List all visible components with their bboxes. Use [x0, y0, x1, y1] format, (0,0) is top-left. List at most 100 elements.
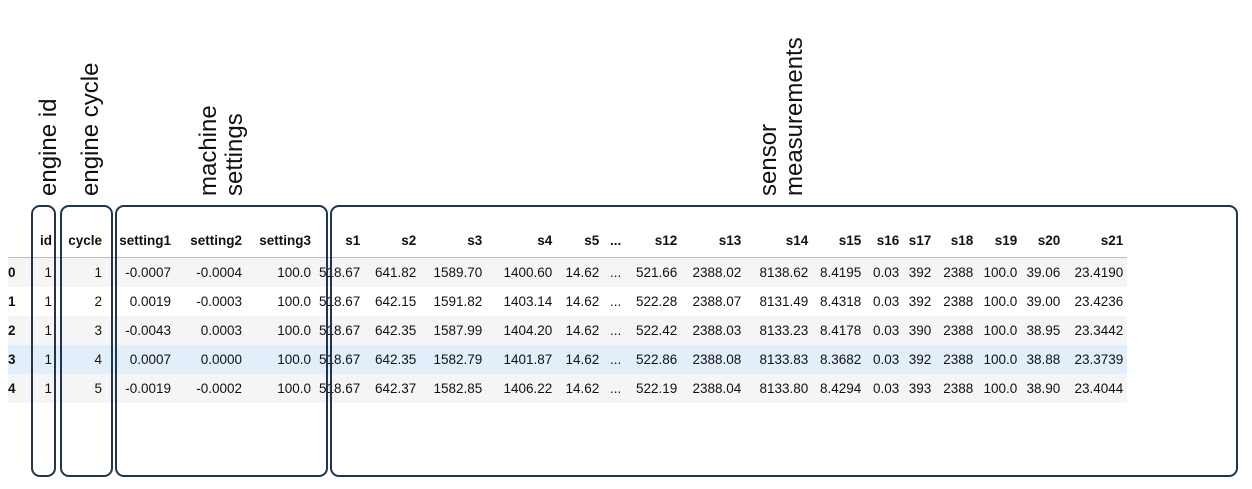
table-cell: 100.0 [277, 381, 311, 396]
table-cell: 100.0 [983, 294, 1018, 309]
table-cell: ... [610, 265, 622, 280]
spacer-cell [8, 403, 30, 427]
table-cell: ... [610, 294, 622, 309]
table-cell: 1400.60 [503, 265, 553, 280]
table-cell: 2388.02 [692, 265, 742, 280]
table-bottom-spacer [8, 403, 1128, 427]
table-cell: 1587.99 [433, 323, 483, 338]
table-row: 1 1 2 0.0019 -0.0003 100.0 518.67 642.15 1591.82… [8, 287, 1127, 316]
table-cell: 2388.07 [692, 294, 742, 309]
column-header: s19 [977, 223, 1022, 258]
table-cell: 38.90 [1026, 381, 1061, 396]
table-cell: 8133.83 [759, 352, 809, 367]
table-cell: 100.0 [277, 265, 311, 280]
table-cell: 5 [94, 381, 102, 396]
table-cell: -0.0019 [125, 381, 171, 396]
row-index-cell: 4 [8, 381, 16, 396]
column-header: setting3 [246, 223, 315, 258]
table-cell: 2388 [943, 352, 974, 367]
table-cell: 2388.04 [692, 381, 742, 396]
column-header: s18 [935, 223, 978, 258]
sensor-measurements-label-line2: measurements [781, 37, 808, 196]
table-cell: 100.0 [983, 265, 1018, 280]
column-header: s5 [556, 223, 604, 258]
table-cell: 14.62 [565, 294, 600, 309]
table-cell: 23.4044 [1074, 381, 1124, 396]
table-cell: 518.67 [319, 294, 361, 309]
table-cell: 1 [44, 352, 52, 367]
column-header: ... [603, 223, 626, 258]
table-cell: 518.67 [319, 352, 361, 367]
table-cell: 518.67 [319, 381, 361, 396]
table-cell: 2388 [943, 323, 974, 338]
row-index-cell: 2 [8, 323, 16, 338]
column-header: setting2 [175, 223, 246, 258]
machine-settings-label: machine settings [195, 105, 248, 196]
table-cell: 518.67 [319, 265, 361, 280]
table-cell: 8133.23 [759, 323, 809, 338]
engine-cycle-label-line: engine cycle [77, 62, 104, 196]
table-cell: 1 [94, 265, 102, 280]
table-cell: 1 [44, 323, 52, 338]
table-header-row: id cycle setting1 setting2 setting3 s1 s2 s3 s4 s… [8, 223, 1128, 258]
machine-settings-label-line1: machine [195, 105, 222, 196]
row-index-cell: 3 [8, 352, 16, 367]
table-cell: 8.3682 [820, 352, 862, 367]
row-index-cell: 0 [8, 265, 16, 280]
engine-id-label-line: engine id [35, 98, 62, 196]
column-header: s1 [315, 223, 365, 258]
table-cell: 1 [44, 381, 52, 396]
table-cell: 100.0 [983, 381, 1018, 396]
table-row: 2 1 3 -0.0043 0.0003 100.0 518.67 642.35 1587.99… [8, 316, 1128, 345]
column-header: s3 [420, 223, 487, 258]
table-cell: 100.0 [277, 323, 311, 338]
table-cell: -0.0003 [196, 294, 242, 309]
table-cell: 100.0 [277, 294, 311, 309]
sensor-measurements-label-line1: sensor [755, 123, 782, 196]
row-index-cell: 1 [8, 294, 16, 309]
column-header: s4 [486, 223, 557, 258]
column-header: s12 [625, 223, 682, 258]
table-cell: 23.3739 [1074, 352, 1124, 367]
table-cell: 392 [908, 265, 932, 280]
table-cell: 390 [908, 323, 932, 338]
column-header: setting1 [106, 223, 175, 258]
table-cell: 100.0 [983, 323, 1018, 338]
table-cell: 393 [908, 381, 932, 396]
table-cell: 522.19 [636, 381, 678, 396]
sensor-measurements-box [330, 205, 1238, 477]
index-header-cell [8, 223, 30, 258]
engine-cycle-box [60, 205, 113, 477]
column-header: s14 [745, 223, 813, 258]
sensor-measurements-label: sensor measurements [755, 37, 808, 196]
table-cell: 14.62 [565, 352, 600, 367]
engine-id-label: engine id [35, 98, 62, 196]
column-header: s20 [1021, 223, 1065, 258]
table-cell: 1 [44, 265, 52, 280]
table-cell: 642.35 [375, 323, 417, 338]
dataframe-table: id cycle setting1 setting2 setting3 s1 s2 s3 s4 s… [8, 223, 1128, 427]
table-cell: 0.0007 [129, 352, 171, 367]
column-header: s15 [812, 223, 866, 258]
table-cell: -0.0002 [196, 381, 242, 396]
table-cell: 1582.85 [433, 381, 483, 396]
table-cell: -0.0004 [196, 265, 242, 280]
column-header: s16 [865, 223, 904, 258]
table-cell: 2388.08 [692, 352, 742, 367]
machine-settings-label-line2: settings [221, 113, 248, 196]
table-cell: ... [610, 352, 622, 367]
table-cell: 0.03 [873, 265, 900, 280]
table-cell: 38.95 [1026, 323, 1061, 338]
table-cell: 14.62 [565, 381, 600, 396]
column-header: s21 [1064, 223, 1128, 258]
table-cell: 0.0000 [200, 352, 242, 367]
table-cell: 642.37 [375, 381, 417, 396]
table-cell: 642.15 [375, 294, 417, 309]
table-cell: 39.00 [1026, 294, 1061, 309]
table-cell: -0.0043 [125, 323, 171, 338]
table-cell: 8133.80 [759, 381, 809, 396]
table-cell: 641.82 [375, 265, 417, 280]
table-cell: 2 [94, 294, 102, 309]
table-row: 3 1 4 0.0007 0.0000 100.0 518.67 642.35 1582.79 1… [8, 345, 1128, 374]
table-cell: 1403.14 [503, 294, 553, 309]
